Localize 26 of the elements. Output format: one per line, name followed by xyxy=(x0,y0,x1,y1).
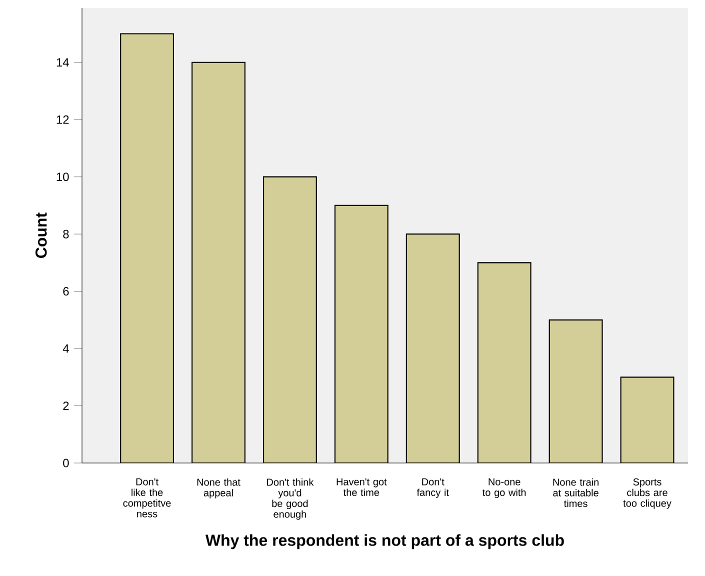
bar xyxy=(477,262,532,463)
y-tick-label: 6 xyxy=(63,287,69,296)
x-tick-label: None train at suitable times xyxy=(553,478,598,508)
y-tick-label: 10 xyxy=(56,172,69,182)
bar xyxy=(620,376,674,463)
bar xyxy=(262,176,317,463)
y-tick-label: 14 xyxy=(56,58,69,66)
x-axis-title: Why the respondent is not part of a sports club xyxy=(205,534,564,550)
y-tick-label: 8 xyxy=(63,230,69,238)
x-tick-label: No-one to go with xyxy=(482,478,526,498)
x-tick-label: Haven't got the time xyxy=(336,478,387,496)
bar xyxy=(406,234,460,463)
x-tick-label: Don't think you'd be good enough xyxy=(267,478,314,520)
y-tick-label: 0 xyxy=(63,458,69,468)
x-tick-label: None that appeal xyxy=(197,478,240,498)
x-tick-label: Sports clubs are too cliquey xyxy=(623,478,672,509)
bar xyxy=(192,62,246,463)
x-tick-label: Don't fancy it xyxy=(416,478,449,498)
bar xyxy=(120,33,174,463)
y-axis-title: Count xyxy=(35,212,47,258)
y-tick-label: 2 xyxy=(63,402,69,410)
bar xyxy=(334,204,388,463)
y-tick-label: 4 xyxy=(62,344,69,353)
y-tick-label: 12 xyxy=(56,115,69,124)
x-tick-label: Don't like the competitve ness xyxy=(123,478,171,518)
bar xyxy=(548,319,603,463)
